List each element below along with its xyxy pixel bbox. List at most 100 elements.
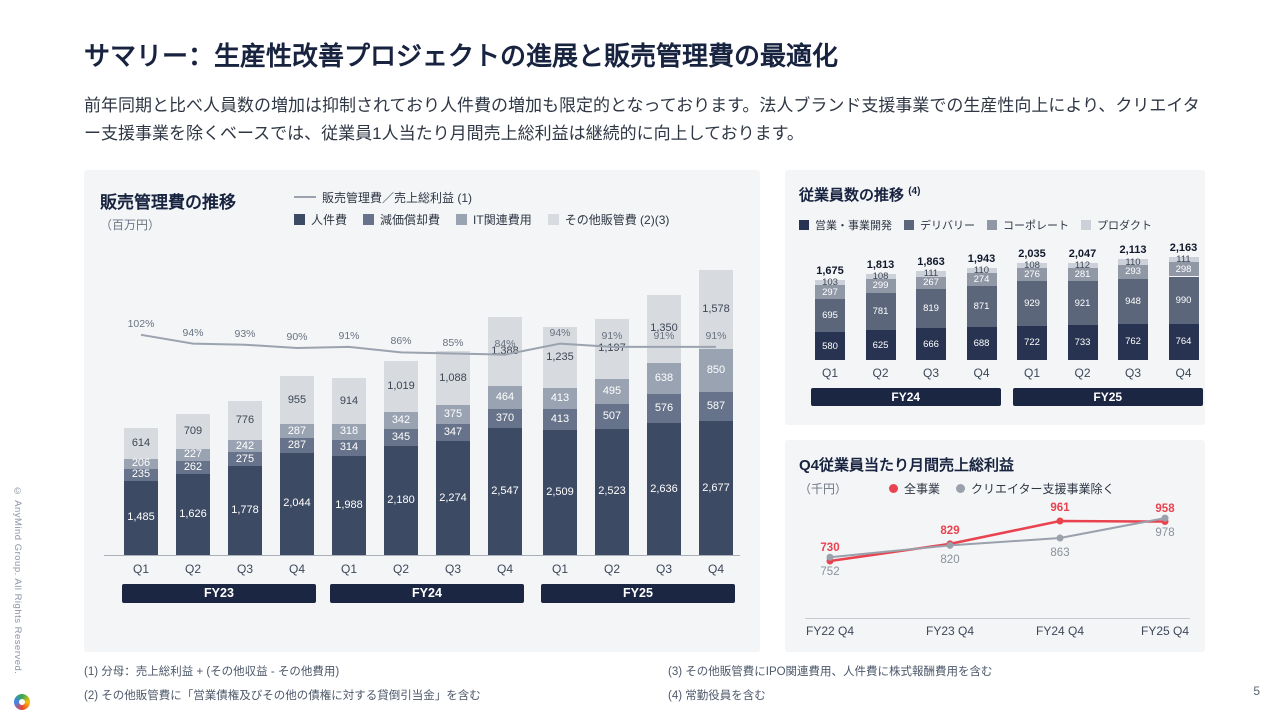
ratio-label: 94% [182, 326, 204, 339]
data-point-label: 961 [1050, 502, 1070, 515]
bar-segment-label: 347 [443, 426, 463, 439]
bar-segment [1017, 325, 1047, 360]
employees-chart-title: 従業員数の推移 (4) [799, 184, 920, 205]
footnotes-left: (1) 分母：売上総利益 + (その他収益 - その他費用) (2) その他販管… [84, 660, 481, 708]
data-point-label: 978 [1155, 527, 1175, 540]
bar-segment-label: 287 [287, 439, 307, 452]
bar-segment [815, 280, 845, 286]
employees-legend: 営業・事業開発 デリバリー コーポレート プロダクト [799, 214, 1152, 236]
x-axis-label: Q2 [392, 562, 409, 576]
x-axis-label: Q3 [922, 366, 939, 380]
bar-segment-label: 1,088 [439, 371, 467, 384]
fy-group-label: FY24 [811, 388, 1001, 406]
legend-swatch [547, 213, 559, 225]
ratio-label: 90% [286, 331, 308, 343]
bar-segment [1067, 262, 1098, 268]
footnote-4: (4) 常勤役員を含む [668, 690, 766, 702]
bar-segment-label: 2,677 [702, 481, 730, 494]
bar-segment [966, 285, 997, 328]
sga-chart-panel: 販売管理費の推移 （百万円） 販売管理費／売上総利益 (1) 人件費 減価償却費 I… [84, 170, 760, 652]
page-number: 5 [1253, 684, 1260, 698]
employees-title-note: (4) [908, 186, 921, 197]
bar-segment [176, 460, 210, 474]
bar-segment [543, 429, 577, 555]
bar-segment [966, 327, 997, 360]
legend-label: IT関連費用 [473, 212, 532, 227]
gp-per-employee-panel: Q4従業員当たり月間売上総利益 （千円） 全事業 クリエイター支援事業除く 730… [785, 440, 1205, 652]
bar-segment-label: 929 [1024, 298, 1040, 310]
bar-segment-label: 871 [973, 301, 990, 313]
bar-segment-label: 781 [872, 306, 889, 318]
bar-segment [384, 428, 418, 446]
legend-swatch [1081, 220, 1091, 230]
bar-segment [124, 458, 158, 469]
bar-segment-label: 2,523 [598, 485, 626, 498]
legend-swatch [956, 483, 966, 493]
bar-segment [966, 272, 997, 286]
legend-label: プロダクト [1097, 220, 1152, 232]
bar-segment-label: 2,547 [491, 484, 519, 497]
bar-segment [228, 466, 262, 555]
bar-segment [124, 469, 158, 481]
bar-segment-label: 298 [1175, 263, 1192, 275]
bar-segment-label: 709 [183, 425, 203, 438]
bar-segment-label: 688 [973, 338, 990, 350]
bar-segment [436, 423, 470, 442]
bar-segment [647, 394, 681, 424]
x-axis-label: Q3 [444, 562, 461, 576]
page-body: 前年同期と比べ人員数の増加は抑制されており人件費の増加も限定的となっております。… [84, 96, 1200, 143]
bar-segment-label: 921 [1074, 297, 1091, 309]
bar-segment-label: 576 [654, 402, 674, 415]
x-axis-label: FY23 Q4 [925, 624, 975, 638]
footnote-1: (1) 分母：売上総利益 + (その他収益 - その他費用) [84, 666, 340, 678]
bar-segment [124, 480, 158, 555]
bar-segment [488, 427, 522, 555]
bar-segment-label: 235 [131, 468, 151, 481]
data-point-label: 752 [820, 566, 840, 579]
bar-segment-label: 342 [391, 413, 411, 426]
bar-total-label: 1,943 [967, 252, 996, 265]
bar-segment-label: 110 [1125, 256, 1141, 268]
bar-segment [865, 330, 896, 360]
bar-segment [176, 449, 210, 461]
legend-item: 人件費 [294, 211, 347, 228]
bar-segment [543, 408, 577, 430]
ratio-label: 85% [442, 336, 464, 349]
bar-segment-label: 638 [654, 371, 674, 384]
data-point-label: 863 [1050, 546, 1070, 559]
bar-segment [1118, 323, 1148, 360]
bar-segment-label: 850 [706, 364, 726, 377]
bar-segment [916, 289, 946, 329]
legend-item: 営業・事業開発 [799, 217, 892, 233]
bar-segment-label: 345 [391, 430, 411, 443]
legend-item: プロダクト [1081, 217, 1152, 233]
bar-segment-label: 299 [872, 280, 889, 292]
bar-segment-label: 281 [1074, 269, 1091, 281]
bar-segment-label: 287 [287, 424, 307, 437]
sga-chart-title: 販売管理費の推移 [100, 193, 236, 212]
bar-segment-label: 819 [923, 303, 939, 315]
legend-item: コーポレート [987, 217, 1069, 233]
bar-segment [966, 267, 997, 273]
bar-segment-label: 293 [1125, 266, 1141, 278]
bar-segment [595, 403, 629, 429]
x-axis-label: FY24 Q4 [1035, 624, 1085, 638]
bar-segment [543, 388, 577, 409]
bar-segment [436, 405, 470, 424]
bar-segment-label: 103 [822, 277, 838, 289]
ratio-label: 91% [338, 329, 360, 342]
bar-segment-label: 413 [550, 392, 570, 405]
bar-segment-label: 507 [602, 409, 622, 422]
sga-legend: 販売管理費／売上総利益 (1) 人件費 減価償却費 IT関連費用 その他販管費 (2)… [294, 186, 669, 230]
bar-segment [1118, 278, 1148, 324]
bar-segment-label: 1,350 [650, 322, 678, 335]
bar-segment-label: 227 [183, 448, 203, 461]
bar-segment [228, 452, 262, 467]
gp-chart-title: Q4従業員当たり月間売上総利益 [799, 457, 1015, 474]
bar-segment-label: 464 [495, 391, 515, 404]
bar-segment-label: 990 [1175, 294, 1192, 306]
bar-segment-label: 242 [235, 439, 255, 452]
x-axis-label: Q3 [1124, 366, 1141, 380]
bar-segment-label: 1,235 [546, 350, 574, 363]
